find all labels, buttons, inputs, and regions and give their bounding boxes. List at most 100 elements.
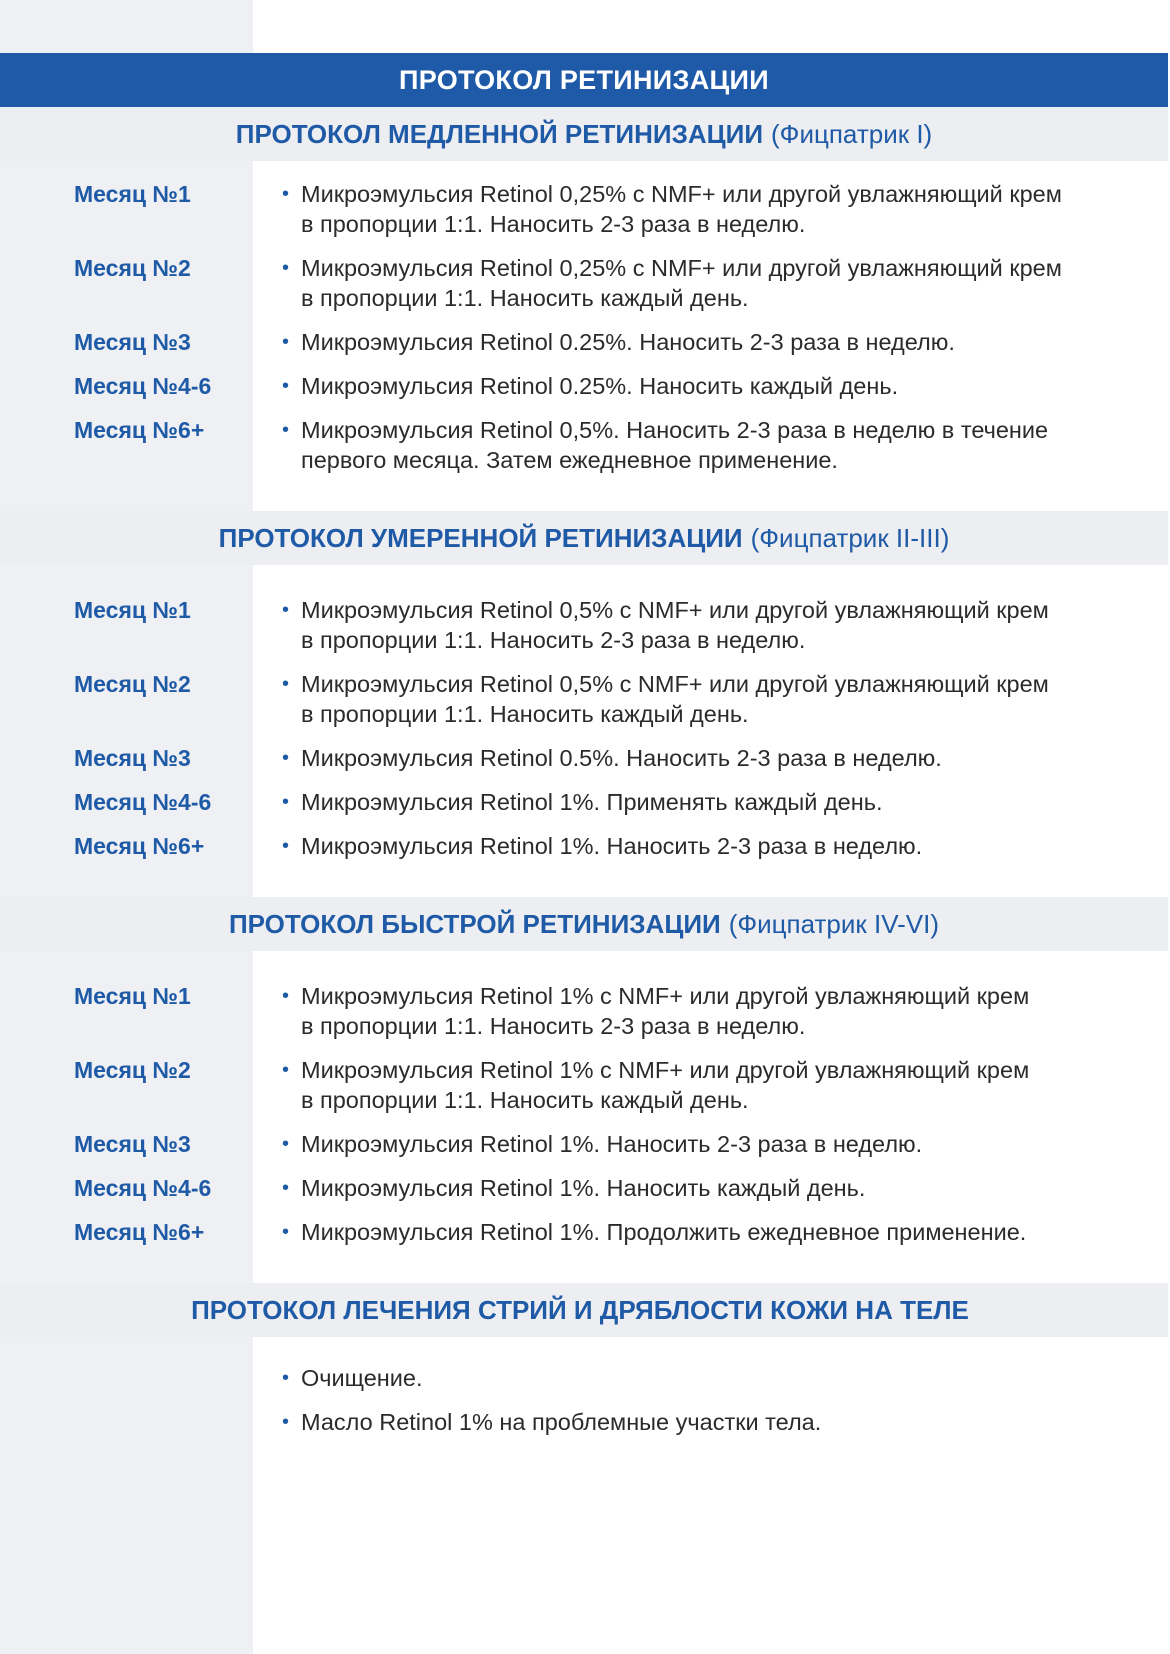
row: Месяц №4-6 • Микроэмульсия Retinol 0.25%. … <box>0 371 1168 401</box>
item-text: Микроэмульсия Retinol 1%. Продолжить еже… <box>301 1217 1026 1247</box>
bullet: • <box>282 985 290 1007</box>
item-text: Микроэмульсия Retinol 1% с NMF+ или друг… <box>301 981 1029 1041</box>
month-label: Месяц №6+ <box>74 1219 205 1245</box>
bullet: • <box>282 1059 290 1081</box>
item-text: Микроэмульсия Retinol 1%. Наносить 2-3 р… <box>301 831 922 861</box>
bullet: • <box>282 673 290 695</box>
text-line: первого месяца. Затем ежедневное примене… <box>301 447 838 473</box>
text-line: Микроэмульсия Retinol 0,5% с NMF+ или др… <box>301 597 1049 623</box>
bullet: • <box>282 1133 290 1155</box>
text-line: в пропорции 1:1. Наносить каждый день. <box>301 285 749 311</box>
item-text: Масло Retinol 1% на проблемные участки т… <box>301 1407 821 1437</box>
section-heading: ПРОТОКОЛ ЛЕЧЕНИЯ СТРИЙ И ДРЯБЛОСТИ КОЖИ … <box>0 1283 1168 1337</box>
section-heading: ПРОТОКОЛ МЕДЛЕННОЙ РЕТИНИЗАЦИИ (Фицпатрик… <box>0 107 1168 161</box>
row: Месяц №3 • Микроэмульсия Retinol 1%. Нанос… <box>0 1129 1168 1159</box>
item-text: Микроэмульсия Retinol 1%. Наносить кажды… <box>301 1173 865 1203</box>
item-text: Микроэмульсия Retinol 0,5%. Наносить 2-3… <box>301 415 1048 475</box>
month-label: Месяц №4-6 <box>74 1175 212 1201</box>
row: Месяц №3 • Микроэмульсия Retinol 0.5%. Нан… <box>0 743 1168 773</box>
section-heading: ПРОТОКОЛ БЫСТРОЙ РЕТИНИЗАЦИИ (Фицпатрик I… <box>0 897 1168 951</box>
section-heading: ПРОТОКОЛ УМЕРЕННОЙ РЕТИНИЗАЦИИ (Фицпатрик… <box>0 511 1168 565</box>
text-line: в пропорции 1:1. Наносить 2-3 раза в нед… <box>301 627 806 653</box>
bullet: • <box>282 747 290 769</box>
bullet: • <box>282 257 290 279</box>
side-panel <box>0 0 253 1654</box>
row: Месяц №4-6 • Микроэмульсия Retinol 1%. При… <box>0 787 1168 817</box>
item-text: Микроэмульсия Retinol 0.25%. Наносить ка… <box>301 371 898 401</box>
text-line: в пропорции 1:1. Наносить 2-3 раза в нед… <box>301 1013 806 1039</box>
text-line: Микроэмульсия Retinol 0.25%. Наносить 2-… <box>301 329 955 355</box>
month-label: Месяц №2 <box>74 255 191 281</box>
row: Месяц №2 • Микроэмульсия Retinol 0,5% с NM… <box>0 669 1168 729</box>
row: • Очищение. <box>0 1363 1168 1393</box>
month-label: Месяц №6+ <box>74 833 205 859</box>
month-label: Месяц №3 <box>74 329 191 355</box>
row: Месяц №6+ • Микроэмульсия Retinol 0,5%. На… <box>0 415 1168 475</box>
page-title: ПРОТОКОЛ РЕТИНИЗАЦИИ <box>0 53 1168 107</box>
text-line: Микроэмульсия Retinol 0,5% с NMF+ или др… <box>301 671 1049 697</box>
heading-text: ПРОТОКОЛ ЛЕЧЕНИЯ СТРИЙ И ДРЯБЛОСТИ КОЖИ … <box>191 1294 969 1325</box>
month-label: Месяц №2 <box>74 1057 191 1083</box>
bullet: • <box>282 183 290 205</box>
text-line: в пропорции 1:1. Наносить каждый день. <box>301 701 749 727</box>
item-text: Микроэмульсия Retinol 0,25% с NMF+ или д… <box>301 179 1062 239</box>
text-line: в пропорции 1:1. Наносить каждый день. <box>301 1087 749 1113</box>
row: Месяц №1 • Микроэмульсия Retinol 0,5% с NM… <box>0 595 1168 655</box>
month-label: Месяц №1 <box>74 181 191 207</box>
item-text: Микроэмульсия Retinol 1%. Наносить 2-3 р… <box>301 1129 922 1159</box>
month-label: Месяц №6+ <box>74 417 205 443</box>
item-text: Очищение. <box>301 1363 423 1393</box>
heading-text: ПРОТОКОЛ МЕДЛЕННОЙ РЕТИНИЗАЦИИ <box>235 118 764 149</box>
row: Месяц №6+ • Микроэмульсия Retinol 1%. Нано… <box>0 831 1168 861</box>
bullet: • <box>282 1221 290 1243</box>
section-body: • Очищение. • Масло Retinol 1% на проблемны… <box>0 1337 1168 1473</box>
month-label: Месяц №2 <box>74 671 191 697</box>
item-text: Микроэмульсия Retinol 0,5% с NMF+ или др… <box>301 669 1049 729</box>
text-line: Микроэмульсия Retinol 1%. Наносить кажды… <box>301 1175 866 1201</box>
bullet: • <box>282 1411 290 1433</box>
month-label: Месяц №1 <box>74 597 191 623</box>
text-line: Микроэмульсия Retinol 1%. Наносить 2-3 р… <box>301 833 923 859</box>
text-line: Микроэмульсия Retinol 0,5%. Наносить 2-3… <box>301 417 1049 443</box>
row: Месяц №3 • Микроэмульсия Retinol 0.25%. На… <box>0 327 1168 357</box>
month-label: Месяц №3 <box>74 745 191 771</box>
section-body: Месяц №1 • Микроэмульсия Retinol 0,5% с NM… <box>0 565 1168 897</box>
text-line: Микроэмульсия Retinol 1%. Наносить 2-3 р… <box>301 1131 923 1157</box>
row: Месяц №1 • Микроэмульсия Retinol 0,25% с N… <box>0 179 1168 239</box>
bullet: • <box>282 1177 290 1199</box>
section-body: Месяц №1 • Микроэмульсия Retinol 1% с NMF+… <box>0 951 1168 1283</box>
heading-subtitle: (Фицпатрик II-III) <box>750 522 950 553</box>
text-line: Микроэмульсия Retinol 1% с NMF+ или друг… <box>301 983 1030 1009</box>
month-label: Месяц №4-6 <box>74 373 212 399</box>
text-line: Масло Retinol 1% на проблемные участки т… <box>301 1409 822 1435</box>
text-line: Микроэмульсия Retinol 0.5%. Наносить 2-3… <box>301 745 942 771</box>
bullet: • <box>282 419 290 441</box>
month-label: Месяц №4-6 <box>74 789 212 815</box>
section-body: Месяц №1 • Микроэмульсия Retinol 0,25% с N… <box>0 161 1168 511</box>
month-label: Месяц №3 <box>74 1131 191 1157</box>
row: Месяц №2 • Микроэмульсия Retinol 0,25% с N… <box>0 253 1168 313</box>
item-text: Микроэмульсия Retinol 1%. Применять кажд… <box>301 787 883 817</box>
text-line: Микроэмульсия Retinol 0.25%. Наносить ка… <box>301 373 899 399</box>
row: Месяц №4-6 • Микроэмульсия Retinol 1%. Нан… <box>0 1173 1168 1203</box>
text-line: Микроэмульсия Retinol 0,25% с NMF+ или д… <box>301 181 1062 207</box>
month-label <box>0 1363 282 1393</box>
row: Месяц №1 • Микроэмульсия Retinol 1% с NMF+… <box>0 981 1168 1041</box>
item-text: Микроэмульсия Retinol 0,25% с NMF+ или д… <box>301 253 1062 313</box>
bullet: • <box>282 791 290 813</box>
row: Месяц №2 • Микроэмульсия Retinol 1% с NMF+… <box>0 1055 1168 1115</box>
month-label <box>0 1407 282 1437</box>
heading-text: ПРОТОКОЛ БЫСТРОЙ РЕТИНИЗАЦИИ <box>228 908 721 939</box>
heading-subtitle: (Фицпатрик I) <box>771 118 933 149</box>
item-text: Микроэмульсия Retinol 1% с NMF+ или друг… <box>301 1055 1029 1115</box>
text-line: Очищение. <box>301 1365 423 1391</box>
heading-subtitle: (Фицпатрик IV-VI) <box>728 908 940 939</box>
bullet: • <box>282 331 290 353</box>
bullet: • <box>282 1367 290 1389</box>
text-line: в пропорции 1:1. Наносить 2-3 раза в нед… <box>301 211 806 237</box>
item-text: Микроэмульсия Retinol 0.25%. Наносить 2-… <box>301 327 955 357</box>
text-line: Микроэмульсия Retinol 1% с NMF+ или друг… <box>301 1057 1030 1083</box>
bullet: • <box>282 835 290 857</box>
text-line: Микроэмульсия Retinol 1%. Применять кажд… <box>301 789 883 815</box>
